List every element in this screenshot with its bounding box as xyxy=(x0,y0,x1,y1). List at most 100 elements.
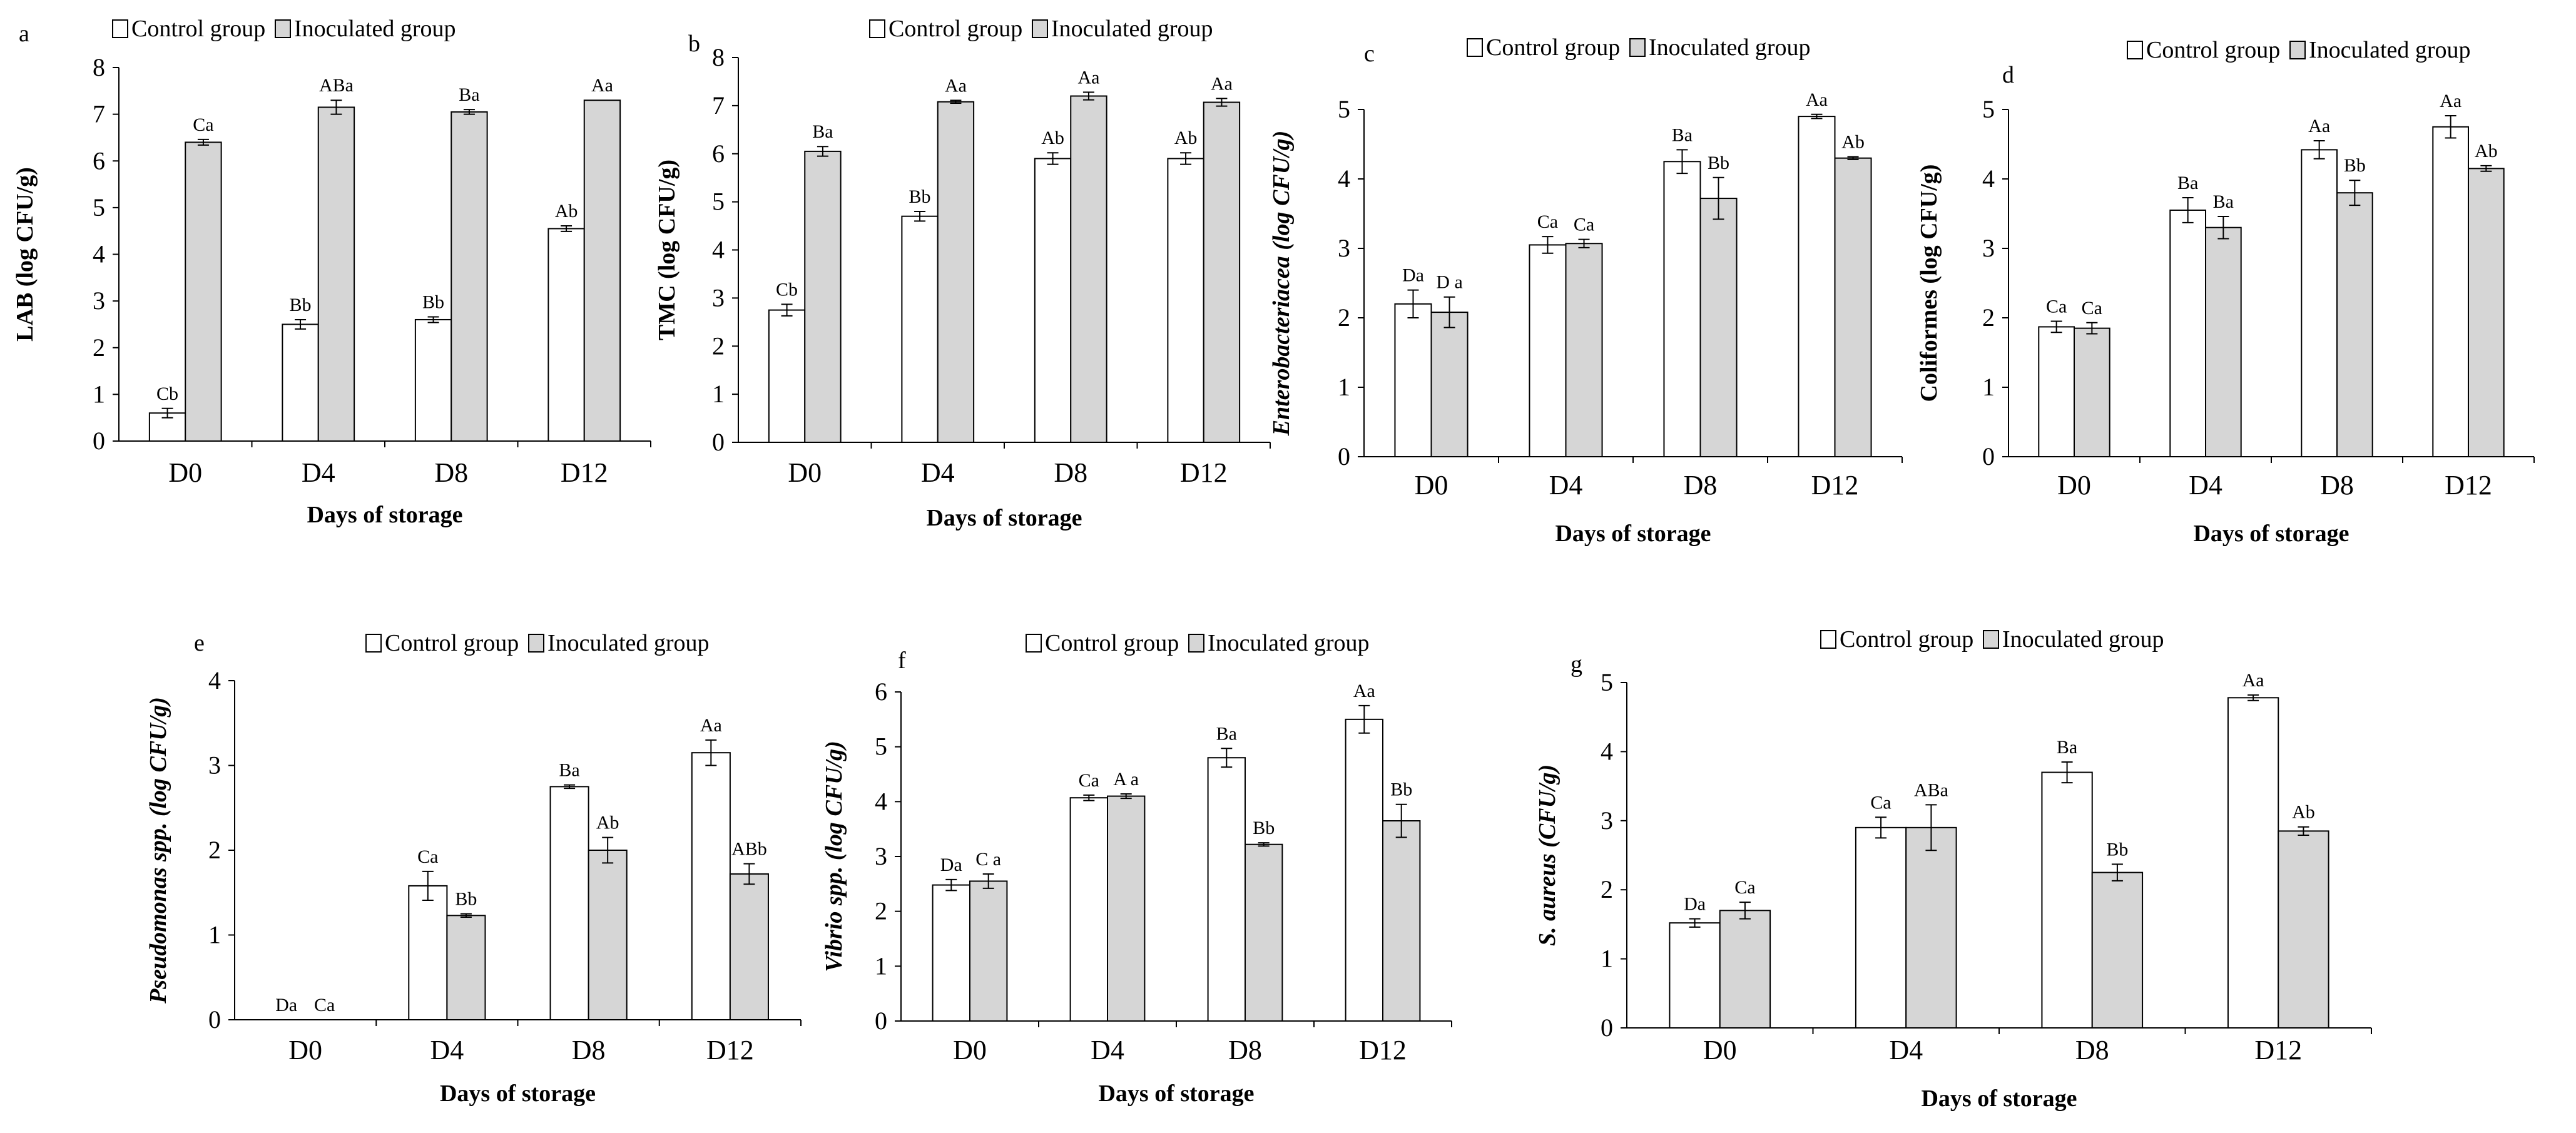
y-axis-label: Vibrio spp. (log CFU/g) xyxy=(821,741,847,972)
chart-panel-e: e Control group Inoculated group 0 1 2 3 4 Pseud… xyxy=(145,630,802,1107)
x-tick-label: D0 xyxy=(788,457,822,488)
bar-control xyxy=(1394,303,1432,457)
significance-label: Aa xyxy=(1806,89,1828,110)
chart-panel-g: g Control group Inoculated group 0 1 2 3 4 5 S. a… xyxy=(1534,626,2372,1112)
legend: Control group Inoculated group xyxy=(1026,630,1370,656)
bar-inoculated xyxy=(446,915,486,1020)
legend: Control group Inoculated group xyxy=(1820,626,2164,653)
significance-label: Ba xyxy=(559,760,579,781)
x-tick-label: D12 xyxy=(2254,1035,2302,1065)
y-tick-label: 3 xyxy=(1982,234,1995,262)
panel-letter: c xyxy=(1364,41,1375,67)
significance-label: Ca xyxy=(314,995,335,1015)
y-tick-label: 0 xyxy=(93,427,105,455)
significance-label: Ba xyxy=(1672,124,1693,145)
legend-swatch-inoculated xyxy=(1983,630,1999,649)
significance-label: Ab xyxy=(1041,128,1064,148)
legend-swatch-inoculated xyxy=(528,634,544,653)
significance-label: Aa xyxy=(945,75,967,96)
x-axis-label: Days of storage xyxy=(1098,1080,1254,1107)
y-tick-label: 2 xyxy=(875,897,887,925)
bar-control xyxy=(282,323,319,442)
panel-letter: e xyxy=(194,630,205,656)
y-tick-label: 3 xyxy=(1601,806,1613,835)
significance-label: Ca xyxy=(1079,770,1099,791)
significance-label: Ca xyxy=(2046,297,2067,317)
y-tick-label: 3 xyxy=(1338,234,1350,262)
legend: Control group Inoculated group xyxy=(2127,37,2471,63)
legend-label-control: Control group xyxy=(1045,630,1179,656)
significance-label: Aa xyxy=(700,715,722,736)
y-tick-label: 2 xyxy=(1982,303,1995,332)
x-tick-label: D0 xyxy=(953,1035,987,1065)
y-tick-label: 1 xyxy=(1982,373,1995,401)
significance-label: Ca xyxy=(193,114,213,135)
y-tick-label: 4 xyxy=(1601,737,1613,765)
y-tick-label: 2 xyxy=(1601,875,1613,903)
y-tick-label: 2 xyxy=(93,333,105,362)
bar-control xyxy=(414,318,452,442)
x-tick-label: D4 xyxy=(430,1035,464,1065)
bar-control xyxy=(2432,126,2470,457)
y-tick-label: 3 xyxy=(712,283,725,312)
bar-control xyxy=(1069,797,1108,1022)
significance-label: A a xyxy=(1113,769,1139,790)
bar-inoculated xyxy=(583,99,621,442)
significance-label: Bb xyxy=(1708,153,1729,173)
bar-inoculated xyxy=(2205,226,2242,457)
significance-label: Ca xyxy=(1574,215,1594,235)
significance-label: Ab xyxy=(2475,141,2498,161)
y-tick-label: 2 xyxy=(208,836,221,864)
bar-control xyxy=(2227,697,2279,1029)
y-tick-label: 7 xyxy=(93,100,105,128)
y-tick-label: 7 xyxy=(712,91,725,119)
legend-swatch-inoculated xyxy=(1032,19,1048,38)
y-tick-label: 5 xyxy=(1982,95,1995,123)
x-axis-label: Days of storage xyxy=(926,505,1082,531)
y-axis-label: Coliformes (log CFU/g) xyxy=(1916,165,1942,402)
x-tick-label: D8 xyxy=(2075,1035,2109,1065)
bar-inoculated xyxy=(1382,820,1421,1022)
bar-inoculated xyxy=(451,111,488,442)
bar-inoculated xyxy=(969,880,1008,1022)
legend: Control group Inoculated group xyxy=(869,16,1213,42)
legend-label-inoculated: Inoculated group xyxy=(294,16,456,42)
panel-letter: a xyxy=(19,21,29,47)
bar-inoculated xyxy=(185,141,222,442)
chart-panel-b: b Control group Inoculated group 0 1 2 3 4 5 6 7 8 T… xyxy=(654,16,1271,531)
legend: Control group Inoculated group xyxy=(365,630,710,656)
chart-panel-f: f Control group Inoculated group 0 1 2 3 4 5 6 Vib… xyxy=(821,630,1452,1107)
bar-control xyxy=(2038,326,2075,457)
x-tick-label: D4 xyxy=(1091,1035,1124,1065)
x-tick-label: D12 xyxy=(1811,470,1859,500)
y-tick-label: 2 xyxy=(712,332,725,360)
x-tick-label: D8 xyxy=(1228,1035,1262,1065)
legend: Control group Inoculated group xyxy=(1467,34,1811,61)
significance-label: Da xyxy=(940,855,962,875)
y-tick-label: 0 xyxy=(1338,442,1350,470)
bar-control xyxy=(1798,116,1836,458)
x-tick-label: D4 xyxy=(921,457,955,488)
bar-control xyxy=(408,885,448,1021)
y-tick-label: 0 xyxy=(875,1007,887,1035)
y-tick-label: 0 xyxy=(1982,442,1995,470)
y-axis-label: S. aureus (CFU/g) xyxy=(1534,765,1560,946)
significance-label: ABb xyxy=(731,839,767,860)
legend-label-inoculated: Inoculated group xyxy=(547,630,710,656)
x-tick-label: D8 xyxy=(572,1035,606,1065)
legend-label-control: Control group xyxy=(1840,626,1973,653)
panel-letter: g xyxy=(1571,651,1582,678)
legend-swatch-control xyxy=(365,634,382,653)
bar-inoculated xyxy=(2278,830,2329,1029)
bar-control xyxy=(691,752,731,1021)
legend-label-control: Control group xyxy=(1486,34,1620,61)
y-tick-label: 5 xyxy=(93,193,105,221)
y-tick-label: 1 xyxy=(1601,945,1613,973)
bar-inoculated xyxy=(1565,243,1603,457)
x-tick-label: D8 xyxy=(2320,470,2354,500)
significance-label: Ba xyxy=(1216,723,1237,744)
significance-label: Bb xyxy=(1390,780,1412,800)
significance-label: D a xyxy=(1436,272,1462,293)
y-tick-label: 6 xyxy=(712,140,725,168)
